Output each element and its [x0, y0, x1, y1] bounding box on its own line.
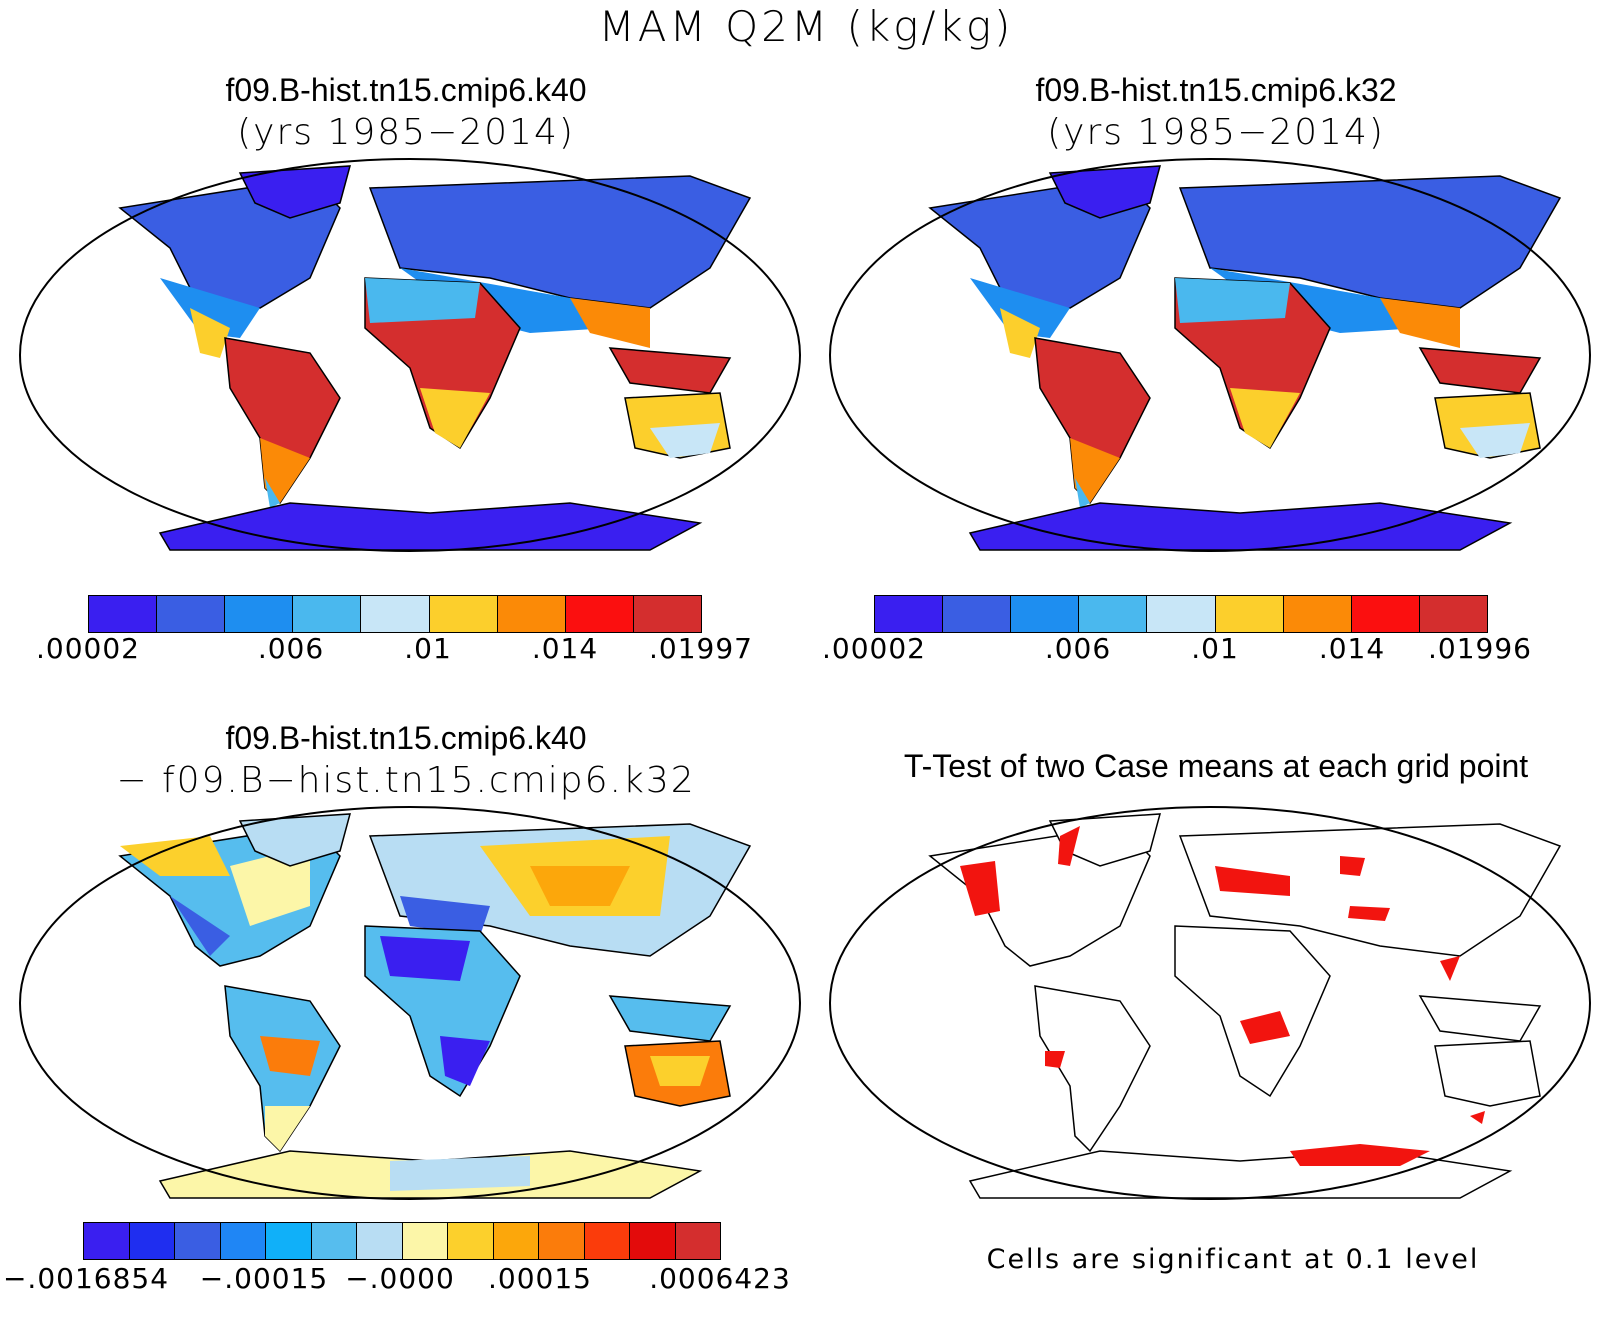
panel-subtitle-top-right: (yrs 1985−2014)	[1047, 112, 1385, 153]
map-frame	[829, 806, 1591, 1200]
colorbar-tick: −.0016854	[2, 1262, 170, 1295]
colorbar-tick: .006	[1044, 632, 1112, 665]
colorbar-tick: .006	[257, 632, 325, 665]
panel-subtitle-top-left: (yrs 1985−2014)	[237, 112, 575, 153]
colorbar-swatch	[293, 596, 362, 632]
map-bottom-right	[829, 806, 1591, 1200]
colorbar-swatch	[1419, 596, 1487, 632]
colorbar-tick: .01	[404, 632, 452, 665]
colorbar-swatch	[429, 596, 498, 632]
colorbar-swatch	[584, 1223, 630, 1259]
colorbar-swatch	[675, 1223, 720, 1259]
colorbar-tick: .00002	[36, 632, 140, 665]
panel-subtitle-bottom-left: − f09.B−hist.tn15.cmip6.k32	[116, 760, 696, 801]
colorbar-swatch	[402, 1223, 448, 1259]
map-frame	[19, 158, 801, 552]
colorbar-bottom-left	[83, 1222, 721, 1260]
map-bottom-left	[19, 806, 801, 1200]
map-top-left	[19, 158, 801, 552]
colorbar-swatch	[448, 1223, 494, 1259]
colorbar-tick: .01	[1191, 632, 1239, 665]
panel-title-top-left: f09.B-hist.tn15.cmip6.k40	[225, 72, 587, 108]
colorbar-swatch	[1283, 596, 1352, 632]
colorbar-swatch	[493, 1223, 539, 1259]
colorbar-swatch	[220, 1223, 266, 1259]
colorbar-swatch	[875, 596, 944, 632]
continents	[118, 165, 752, 551]
map-frame	[19, 806, 801, 1200]
colorbar-tick: −.0000	[345, 1262, 455, 1295]
colorbar-swatch	[361, 596, 430, 632]
figure-title: MAM Q2M (kg/kg)	[598, 2, 1014, 51]
colorbar-tick: .01997	[649, 632, 753, 665]
colorbar-swatch	[84, 1223, 130, 1259]
colorbar-swatch	[129, 1223, 175, 1259]
colorbar-swatch	[539, 1223, 585, 1259]
colorbar-tick: .0006423	[649, 1262, 791, 1295]
colorbar-swatch	[175, 1223, 221, 1259]
colorbar-swatch	[943, 596, 1012, 632]
map-frame	[829, 158, 1591, 552]
colorbar-swatch	[1011, 596, 1080, 632]
continents	[118, 813, 752, 1199]
colorbar-swatch	[565, 596, 634, 632]
colorbar-swatch	[1351, 596, 1420, 632]
colorbar-swatch	[633, 596, 701, 632]
colorbar-swatch	[1079, 596, 1148, 632]
significance-regions	[960, 826, 1485, 1166]
colorbar-swatch	[225, 596, 294, 632]
panel-title-bottom-left: f09.B-hist.tn15.cmip6.k40	[225, 720, 587, 756]
colorbar-swatch	[266, 1223, 312, 1259]
colorbar-swatch	[1147, 596, 1216, 632]
colorbar-swatch	[1215, 596, 1284, 632]
colorbar-tick: .00002	[822, 632, 926, 665]
colorbar-tick: −.00015	[199, 1262, 329, 1295]
continent-outlines	[928, 813, 1562, 1199]
colorbar-top-right	[874, 595, 1488, 633]
colorbar-swatch	[630, 1223, 676, 1259]
colorbar-swatch	[157, 596, 226, 632]
colorbar-swatch	[357, 1223, 403, 1259]
colorbar-tick: .00015	[488, 1262, 592, 1295]
colorbar-tick: .014	[1318, 632, 1386, 665]
colorbar-swatch	[311, 1223, 357, 1259]
map-top-right	[829, 158, 1591, 552]
panel-title-bottom-right: T-Test of two Case means at each grid po…	[903, 748, 1529, 784]
colorbar-swatch	[89, 596, 158, 632]
colorbar-tick: .01996	[1428, 632, 1532, 665]
significance-note: Cells are significant at 0.1 level	[986, 1244, 1480, 1275]
colorbar-tick: .014	[531, 632, 599, 665]
panel-title-top-right: f09.B-hist.tn15.cmip6.k32	[1035, 72, 1397, 108]
colorbar-swatch	[497, 596, 566, 632]
colorbar-top-left	[88, 595, 702, 633]
continents	[928, 165, 1562, 551]
